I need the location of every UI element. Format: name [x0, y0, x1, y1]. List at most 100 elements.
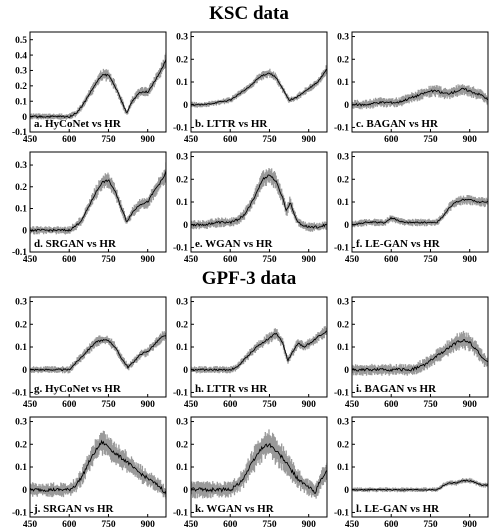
spread-band	[191, 326, 327, 374]
y-tick-label: -0.1	[334, 509, 349, 519]
y-tick-label: 0.3	[337, 153, 349, 163]
y-tick-label: -0.1	[334, 124, 349, 134]
y-tick-label: 0	[183, 101, 188, 111]
y-tick-label: 0	[344, 486, 349, 496]
y-tick-label: -0.1	[173, 509, 188, 519]
plot-frame	[29, 151, 167, 253]
y-tick-label: 0.1	[337, 463, 349, 473]
mean-spectrum-line	[30, 439, 166, 495]
y-tick-label: 0.2	[15, 82, 27, 92]
x-tick-label: 900	[302, 255, 317, 265]
y-tick-label: 0	[183, 366, 188, 376]
y-tick-label: 0.5	[15, 36, 27, 46]
y-tick-label: 0.3	[15, 161, 27, 171]
y-tick-label: 0.1	[337, 198, 349, 208]
y-tick-label: 0	[344, 101, 349, 111]
y-tick-label: 0.1	[176, 198, 188, 208]
mean-spectrum-line	[30, 335, 166, 372]
y-tick-label: 0.4	[15, 51, 27, 61]
panel-label: g. HyCoNet vs HR	[34, 383, 122, 395]
gpf3-section-title: GPF-3 data	[201, 268, 297, 289]
x-tick-label: 900	[463, 255, 478, 265]
y-tick-label: 0.3	[337, 418, 349, 428]
y-tick-label: -0.1	[12, 248, 27, 258]
x-tick-label: 750	[262, 520, 277, 530]
y-tick-label: 0.2	[15, 183, 27, 193]
x-tick-label: 600	[62, 255, 77, 265]
spread-band	[191, 168, 327, 232]
x-tick-label: 750	[423, 520, 438, 530]
x-tick-label: 600	[223, 400, 238, 410]
y-tick-label: 0.3	[176, 298, 188, 308]
spread-band	[30, 162, 166, 235]
spectral-plot-9: 450 600 750 900 -0.1 0 0.1 0.2 0.3 j. SRGAN vs HR	[12, 416, 167, 530]
y-tick-label: -0.1	[12, 389, 27, 399]
y-tick-label: 0.3	[15, 67, 27, 77]
spectral-plot-11: 450 600 750 900 -0.1 0 0.1 0.2 0.3 l. LE-GAN vs H…	[334, 416, 489, 530]
x-tick-label: 450	[184, 135, 199, 145]
panel-label: l. LE-GAN vs HR	[356, 503, 440, 515]
ksc-section-title: KSC data	[209, 3, 289, 24]
y-tick-label: 0	[22, 113, 27, 123]
x-tick-label: 450	[345, 400, 360, 410]
y-tick-label: 0.1	[15, 463, 27, 473]
x-tick-label: 450	[23, 255, 38, 265]
x-tick-label: 600	[384, 255, 399, 265]
x-tick-label: 450	[23, 520, 38, 530]
spectral-plot-7: 450 600 750 900 -0.1 0 0.1 0.2 0.3 h. LTTR vs HR	[173, 296, 328, 410]
y-tick-label: 0.1	[15, 205, 27, 215]
x-tick-label: 900	[141, 135, 156, 145]
x-tick-label: 750	[262, 255, 277, 265]
spread-band	[191, 65, 327, 108]
y-tick-label: 0.2	[176, 320, 188, 330]
y-tick-label: 0	[22, 486, 27, 496]
x-tick-label: 900	[302, 520, 317, 530]
y-tick-label: 0.2	[176, 440, 188, 450]
plot-frame	[29, 296, 167, 398]
y-tick-label: 0.3	[176, 153, 188, 163]
y-tick-label: 0.3	[15, 298, 27, 308]
panel-label: e. WGAN vs HR	[195, 238, 273, 250]
x-tick-label: 600	[223, 520, 238, 530]
x-tick-label: 450	[184, 255, 199, 265]
y-tick-label: -0.1	[173, 389, 188, 399]
y-tick-label: 0	[22, 226, 27, 236]
panel-label: f. LE-GAN vs HR	[356, 238, 441, 250]
x-tick-label: 450	[345, 520, 360, 530]
x-tick-label: 750	[262, 400, 277, 410]
y-tick-label: 0	[183, 221, 188, 231]
y-tick-label: 0	[344, 366, 349, 376]
x-tick-label: 750	[262, 135, 277, 145]
y-tick-label: 0.1	[15, 97, 27, 107]
y-tick-label: 0.2	[337, 55, 349, 65]
panel-label: d. SRGAN vs HR	[34, 238, 117, 250]
y-tick-label: 0.3	[337, 33, 349, 43]
y-tick-label: 0	[183, 486, 188, 496]
y-tick-label: 0.1	[176, 78, 188, 88]
mean-spectrum-line	[191, 330, 327, 372]
y-tick-label: 0.1	[337, 78, 349, 88]
x-tick-label: 600	[62, 400, 77, 410]
y-tick-label: 0.2	[15, 320, 27, 330]
panel-label: c. BAGAN vs HR	[356, 118, 439, 130]
plot-frame	[29, 416, 167, 518]
x-tick-label: 900	[141, 400, 156, 410]
y-tick-label: -0.1	[12, 509, 27, 519]
y-tick-label: 0.3	[337, 298, 349, 308]
y-tick-label: 0.1	[15, 343, 27, 353]
spread-band	[352, 84, 488, 110]
y-tick-label: 0	[344, 221, 349, 231]
y-tick-label: -0.1	[173, 124, 188, 134]
x-tick-label: 600	[384, 520, 399, 530]
y-tick-label: 0.3	[176, 418, 188, 428]
mean-spectrum-line	[191, 442, 327, 494]
mean-spectrum-line	[191, 68, 327, 106]
spectral-plot-5: 450 600 750 900 -0.1 0 0.1 0.2 0.3 f. LE-GAN vs H…	[334, 151, 489, 265]
x-tick-label: 750	[101, 255, 116, 265]
x-tick-label: 600	[62, 135, 77, 145]
mean-spectrum-line	[352, 198, 488, 226]
x-tick-label: 750	[423, 400, 438, 410]
y-tick-label: 0.3	[15, 418, 27, 428]
x-tick-label: 450	[184, 400, 199, 410]
spectral-plot-3: 450 600 750 900 -0.1 0 0.1 0.2 0.3 d. SRGAN vs HR	[12, 151, 167, 265]
